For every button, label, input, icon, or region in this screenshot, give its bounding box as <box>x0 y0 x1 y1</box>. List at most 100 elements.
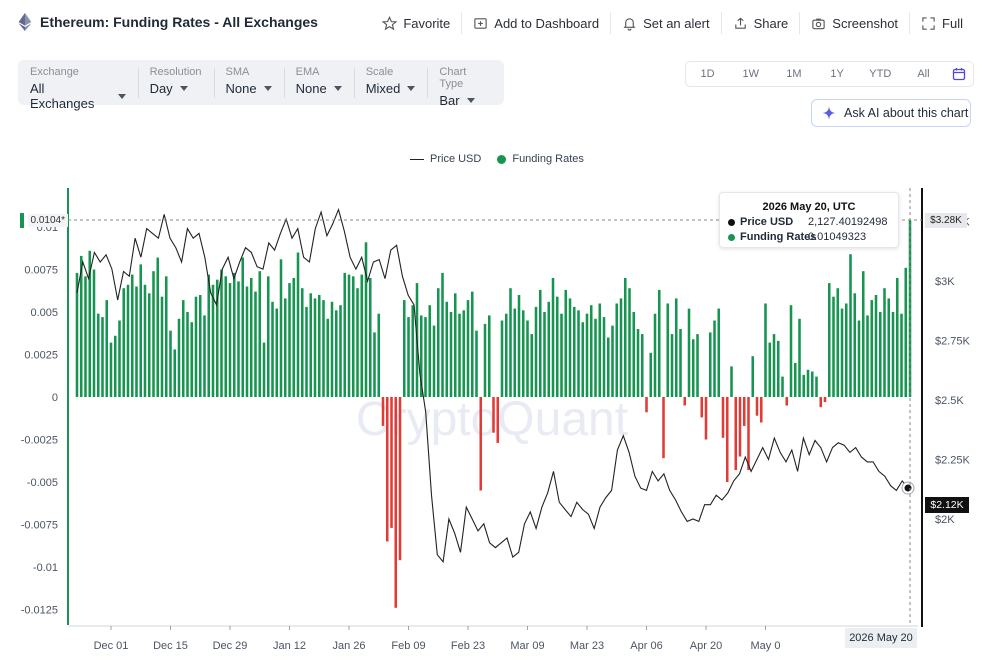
funding-bar <box>755 397 759 416</box>
funding-bar <box>428 305 432 397</box>
funding-bar <box>432 325 436 397</box>
funding-bar <box>351 276 355 397</box>
funding-bar <box>781 376 784 397</box>
resolution-select[interactable]: Resolution Day <box>137 60 214 105</box>
chart-type-value: Bar <box>439 93 460 108</box>
chart-type-select[interactable]: Chart Type Bar <box>427 60 504 108</box>
funding-bar <box>419 315 423 397</box>
set-alert-button[interactable]: Set an alert <box>610 12 721 34</box>
funding-bar <box>645 397 648 413</box>
funding-bar <box>364 242 368 397</box>
page-title: Ethereum: Funding Rates - All Exchanges <box>40 14 318 30</box>
fullscreen-button[interactable]: Full <box>909 12 974 34</box>
ask-ai-label: Ask AI about this chart <box>844 106 969 120</box>
funding-bar <box>513 308 517 397</box>
ethereum-icon <box>18 13 32 31</box>
funding-bar <box>96 313 100 397</box>
funding-bar <box>300 288 304 397</box>
funding-bar <box>343 272 347 397</box>
funding-bar <box>793 363 797 397</box>
share-label: Share <box>753 15 789 31</box>
funding-bar <box>696 334 699 397</box>
scale-label: Scale <box>365 66 394 78</box>
header-actions: Favorite Add to Dashboard Set an alert S… <box>371 12 974 34</box>
crosshair <box>68 188 922 625</box>
funding-bar <box>449 312 453 397</box>
funding-bar <box>288 283 291 397</box>
x-tick-label: Jan 12 <box>273 640 306 652</box>
x-tick-label: Apr 06 <box>630 640 662 652</box>
ema-select[interactable]: EMA None <box>283 60 354 105</box>
funding-bar <box>577 310 580 397</box>
x-axis: Dec 01 Dec 15 Dec 29 Jan 12 Jan 26 Feb 09 Feb … <box>94 626 780 652</box>
marker-swatch <box>20 213 24 228</box>
range-ytd[interactable]: YTD <box>869 68 892 80</box>
add-to-dashboard-button[interactable]: Add to Dashboard <box>461 12 610 34</box>
legend-price-label: Price USD <box>430 153 482 165</box>
favorite-button[interactable]: Favorite <box>371 12 461 34</box>
funding-bar <box>874 295 878 397</box>
funding-bar <box>815 376 818 397</box>
screenshot-button[interactable]: Screenshot <box>799 12 909 34</box>
x-tick-label: Feb 09 <box>391 640 425 652</box>
funding-bar <box>334 310 338 397</box>
tooltip-funding-name: Funding Rates <box>740 231 817 243</box>
funding-bar <box>789 305 793 397</box>
funding-bar <box>496 397 500 443</box>
chart-type-label: Chart Type <box>439 66 467 90</box>
funding-bar <box>305 306 308 397</box>
funding-bar <box>356 288 359 397</box>
funding-bar <box>254 291 257 397</box>
x-tick-label: Feb 23 <box>451 640 485 652</box>
funding-bar <box>462 310 466 397</box>
left-tick-label: -0.0025 <box>21 435 58 447</box>
range-1y[interactable]: 1Y <box>830 68 844 80</box>
funding-bar <box>211 284 215 397</box>
funding-bar <box>190 322 194 397</box>
funding-bar <box>487 315 491 397</box>
scale-select[interactable]: Scale Mixed <box>353 60 428 105</box>
funding-bar <box>390 397 393 528</box>
funding-bar <box>347 274 351 397</box>
funding-bar <box>555 296 559 397</box>
legend-funding[interactable]: Funding Rates <box>497 153 584 165</box>
funding-bar <box>317 295 321 397</box>
funding-bar <box>84 276 87 397</box>
funding-bar <box>547 301 551 397</box>
range-1m[interactable]: 1M <box>786 68 802 80</box>
funding-bar <box>611 325 614 397</box>
exchange-select[interactable]: Exchange All Exchanges <box>18 60 138 111</box>
right-tick-label: $2.25K <box>935 455 971 467</box>
funding-bar <box>75 272 79 397</box>
funding-bar <box>628 288 631 397</box>
funding-bar <box>798 318 801 397</box>
chart-tooltip: 2026 May 20, UTC Price USD 2,127.4019249… <box>719 192 899 248</box>
funding-bar <box>589 305 593 397</box>
funding-bar <box>853 293 857 397</box>
funding-bar <box>526 320 529 397</box>
calendar-button[interactable] <box>945 67 973 81</box>
funding-bar <box>296 252 300 397</box>
range-1d[interactable]: 1D <box>700 68 715 80</box>
title-area: Ethereum: Funding Rates - All Exchanges <box>18 13 318 31</box>
share-button[interactable]: Share <box>720 12 800 34</box>
funding-bar <box>891 312 895 397</box>
funding-bar <box>713 320 716 397</box>
sma-select[interactable]: SMA None <box>213 60 284 105</box>
price-series <box>76 207 915 564</box>
sparkle-icon <box>822 106 836 120</box>
ask-ai-button[interactable]: Ask AI about this chart <box>811 99 971 127</box>
range-1w[interactable]: 1W <box>742 68 760 80</box>
legend-price[interactable]: Price USD <box>410 153 481 165</box>
funding-bar <box>849 254 852 397</box>
funding-bar <box>742 397 746 426</box>
funding-bar <box>679 329 682 397</box>
funding-bar <box>105 300 109 397</box>
left-tick-label: 0.005 <box>30 307 58 319</box>
tooltip-row-price: Price USD 2,127.40192498 <box>720 216 898 228</box>
x-tick-label: Mar 09 <box>510 640 544 652</box>
funding-bar <box>840 308 844 397</box>
range-all[interactable]: All <box>917 68 930 80</box>
funding-bar <box>683 397 687 406</box>
range-selector: 1D 1W 1M 1Y YTD All <box>685 61 974 87</box>
